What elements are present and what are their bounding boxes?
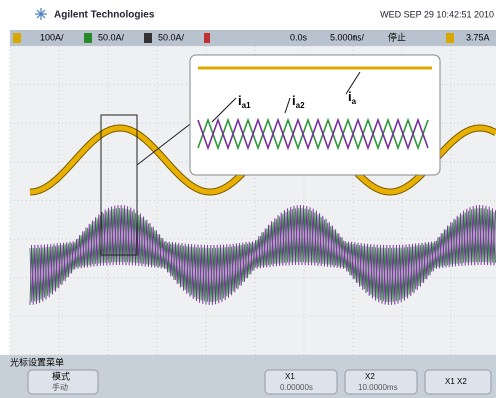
ch3-scale: 50.0A/	[158, 32, 185, 42]
annotation-sub: a1	[242, 101, 251, 110]
annotation-sub: a2	[296, 101, 305, 110]
delay: 0.0s	[290, 32, 308, 42]
x2-label: X2	[365, 372, 375, 381]
datetime: WED SEP 29 10:42:51 2010	[380, 9, 494, 19]
mode-label: 模式	[52, 370, 70, 381]
x1-value: 0.00000s	[280, 383, 313, 392]
mode-value: 手动	[52, 382, 68, 392]
x2-value: 10.0000ms	[358, 383, 398, 392]
run-state: 停止	[388, 31, 406, 42]
brand: Agilent Technologies	[54, 10, 155, 21]
menu-title: 光标设置菜单	[10, 356, 64, 367]
ch2-scale: 50.0A/	[98, 32, 125, 42]
ch1-scale: 100A/	[40, 32, 64, 42]
channel-bar	[10, 30, 496, 46]
x1x2-label: X1 X2	[445, 377, 467, 386]
x1-label: X1	[285, 372, 295, 381]
ch3-badge	[144, 33, 152, 43]
ch2-badge	[84, 33, 92, 43]
trigger-level: 3.75A	[466, 32, 490, 42]
scope-screen: Agilent Technologies WED SEP 29 10:42:51…	[0, 0, 496, 398]
ch4-badge	[204, 33, 210, 43]
inset	[190, 55, 440, 175]
trig-badge	[446, 33, 454, 43]
annotation-sub: a	[352, 97, 357, 106]
ch1-badge	[13, 33, 21, 43]
timebase: 5.000㎳/	[330, 32, 365, 42]
